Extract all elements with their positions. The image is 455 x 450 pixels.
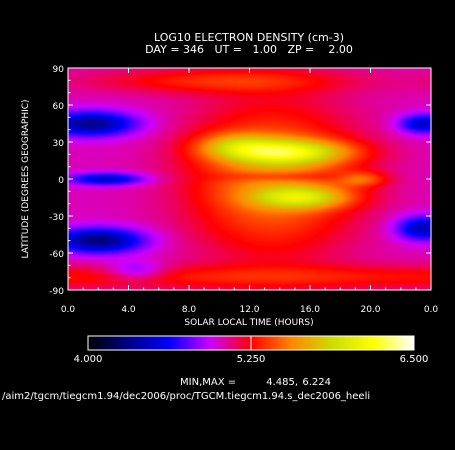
y-tick-label: -90 [49, 287, 64, 297]
colorbar-max-label: 6.500 [400, 354, 429, 365]
min-value: 4.485, [266, 377, 298, 388]
colorbar-min-label: 4.000 [74, 354, 103, 365]
x-axis-label: SOLAR LOCAL TIME (HOURS) [184, 318, 313, 328]
x-axis: 0.0 4.0 8.0 12.0 16.0 20.0 0.0 [61, 68, 439, 315]
y-tick-label: 30 [53, 139, 65, 149]
chart-subtitle: DAY = 346 UT = 1.00 ZP = 2.00 [145, 43, 353, 56]
file-path: /aim2/tgcm/tiegcm1.94/dec2006/proc/TGCM.… [2, 391, 370, 402]
heatmap [67, 67, 432, 291]
y-tick-label: -30 [49, 213, 64, 223]
colorbar-mid-label: 5.250 [237, 354, 266, 365]
x-tick-label: 8.0 [182, 305, 197, 315]
max-value: 6.224 [302, 377, 331, 388]
y-tick-label: 0 [58, 176, 64, 186]
x-tick-label: 0.0 [61, 305, 76, 315]
y-axis-label: LATITUDE (DEGREES GEOGRAPHIC) [21, 99, 31, 258]
y-tick-label: 90 [53, 65, 65, 75]
y-tick-label: -60 [49, 250, 64, 260]
chart-title: LOG10 ELECTRON DENSITY (cm-3) [154, 31, 344, 44]
x-tick-label: 0.0 [424, 305, 439, 315]
colorbar: 4.000 5.250 6.500 [74, 335, 429, 365]
x-tick-label: 4.0 [121, 305, 136, 315]
x-tick-label: 20.0 [360, 305, 380, 315]
x-tick-label: 16.0 [300, 305, 320, 315]
y-axis: 90 60 30 0 -30 -60 -90 [49, 65, 431, 297]
minmax-label: MIN,MAX = [180, 377, 236, 388]
x-tick-label: 12.0 [239, 305, 259, 315]
heatmap-image [68, 68, 431, 290]
y-tick-label: 60 [53, 102, 65, 112]
